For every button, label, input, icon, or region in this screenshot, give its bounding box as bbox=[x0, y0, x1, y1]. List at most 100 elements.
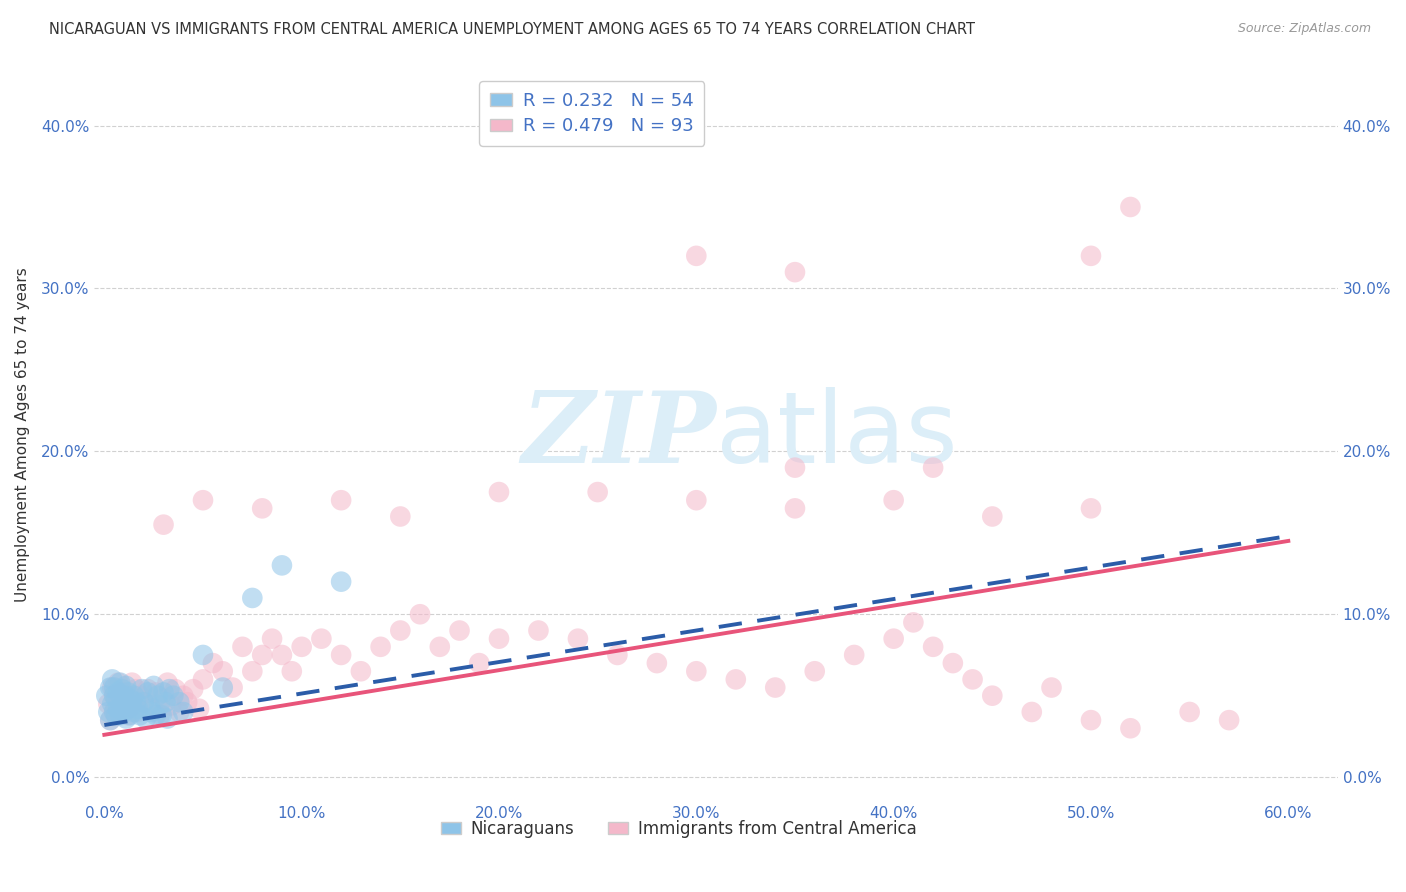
Point bbox=[159, 682, 181, 697]
Point bbox=[271, 558, 294, 573]
Point bbox=[291, 640, 314, 654]
Point bbox=[145, 708, 167, 723]
Point bbox=[115, 689, 138, 703]
Text: ZIP: ZIP bbox=[522, 387, 716, 483]
Point bbox=[330, 574, 353, 589]
Point bbox=[97, 705, 120, 719]
Point bbox=[150, 708, 173, 723]
Point bbox=[141, 705, 163, 719]
Point bbox=[172, 689, 194, 703]
Point bbox=[125, 695, 148, 709]
Point bbox=[101, 697, 124, 711]
Point bbox=[118, 708, 141, 723]
Point bbox=[152, 685, 174, 699]
Point bbox=[97, 697, 120, 711]
Point bbox=[101, 681, 124, 695]
Point bbox=[117, 685, 139, 699]
Point bbox=[112, 705, 135, 719]
Point bbox=[149, 708, 172, 723]
Point bbox=[783, 460, 806, 475]
Point bbox=[152, 692, 174, 706]
Point bbox=[201, 656, 224, 670]
Point bbox=[136, 682, 159, 697]
Point bbox=[108, 675, 131, 690]
Point bbox=[250, 648, 273, 662]
Text: Source: ZipAtlas.com: Source: ZipAtlas.com bbox=[1237, 22, 1371, 36]
Point bbox=[271, 648, 294, 662]
Point bbox=[685, 493, 707, 508]
Point bbox=[962, 673, 984, 687]
Point bbox=[142, 679, 165, 693]
Point bbox=[105, 708, 128, 723]
Point bbox=[844, 648, 866, 662]
Point bbox=[191, 648, 214, 662]
Y-axis label: Unemployment Among Ages 65 to 74 years: Unemployment Among Ages 65 to 74 years bbox=[15, 268, 30, 602]
Point bbox=[370, 640, 392, 654]
Point bbox=[125, 682, 148, 697]
Point bbox=[121, 698, 143, 713]
Point bbox=[1119, 200, 1142, 214]
Point bbox=[883, 632, 905, 646]
Point bbox=[783, 501, 806, 516]
Point bbox=[1218, 713, 1240, 727]
Point bbox=[1040, 681, 1063, 695]
Point bbox=[107, 685, 129, 699]
Point bbox=[112, 689, 135, 703]
Point bbox=[138, 698, 160, 713]
Point bbox=[488, 632, 510, 646]
Point bbox=[176, 695, 198, 709]
Point bbox=[146, 689, 169, 703]
Point bbox=[942, 656, 965, 670]
Point bbox=[127, 705, 149, 719]
Point bbox=[121, 675, 143, 690]
Point bbox=[118, 692, 141, 706]
Point bbox=[330, 648, 353, 662]
Point bbox=[117, 708, 139, 723]
Point bbox=[586, 485, 609, 500]
Point bbox=[103, 689, 125, 703]
Point bbox=[117, 702, 139, 716]
Point bbox=[115, 679, 138, 693]
Point bbox=[803, 665, 825, 679]
Point bbox=[330, 493, 353, 508]
Point bbox=[685, 249, 707, 263]
Point bbox=[98, 713, 121, 727]
Point bbox=[96, 689, 118, 703]
Point bbox=[240, 665, 263, 679]
Point bbox=[160, 698, 183, 713]
Point bbox=[429, 640, 451, 654]
Text: atlas: atlas bbox=[716, 386, 957, 483]
Legend: Nicaraguans, Immigrants from Central America: Nicaraguans, Immigrants from Central Ame… bbox=[434, 814, 924, 845]
Point bbox=[98, 713, 121, 727]
Point bbox=[409, 607, 432, 622]
Point bbox=[311, 632, 333, 646]
Point bbox=[169, 695, 191, 709]
Point bbox=[606, 648, 628, 662]
Point bbox=[883, 493, 905, 508]
Point bbox=[103, 705, 125, 719]
Point bbox=[107, 692, 129, 706]
Point bbox=[101, 673, 124, 687]
Text: NICARAGUAN VS IMMIGRANTS FROM CENTRAL AMERICA UNEMPLOYMENT AMONG AGES 65 TO 74 Y: NICARAGUAN VS IMMIGRANTS FROM CENTRAL AM… bbox=[49, 22, 976, 37]
Point bbox=[169, 705, 191, 719]
Point bbox=[188, 702, 211, 716]
Point bbox=[122, 705, 145, 719]
Point bbox=[567, 632, 589, 646]
Point bbox=[107, 675, 129, 690]
Point bbox=[468, 656, 491, 670]
Point bbox=[136, 685, 159, 699]
Point bbox=[527, 624, 550, 638]
Point bbox=[1021, 705, 1043, 719]
Point bbox=[112, 705, 135, 719]
Point bbox=[107, 702, 129, 716]
Point bbox=[240, 591, 263, 605]
Point bbox=[922, 460, 945, 475]
Point bbox=[1119, 721, 1142, 735]
Point bbox=[122, 689, 145, 703]
Point bbox=[1178, 705, 1201, 719]
Point bbox=[191, 673, 214, 687]
Point bbox=[488, 485, 510, 500]
Point bbox=[211, 665, 233, 679]
Point bbox=[981, 509, 1004, 524]
Point bbox=[231, 640, 253, 654]
